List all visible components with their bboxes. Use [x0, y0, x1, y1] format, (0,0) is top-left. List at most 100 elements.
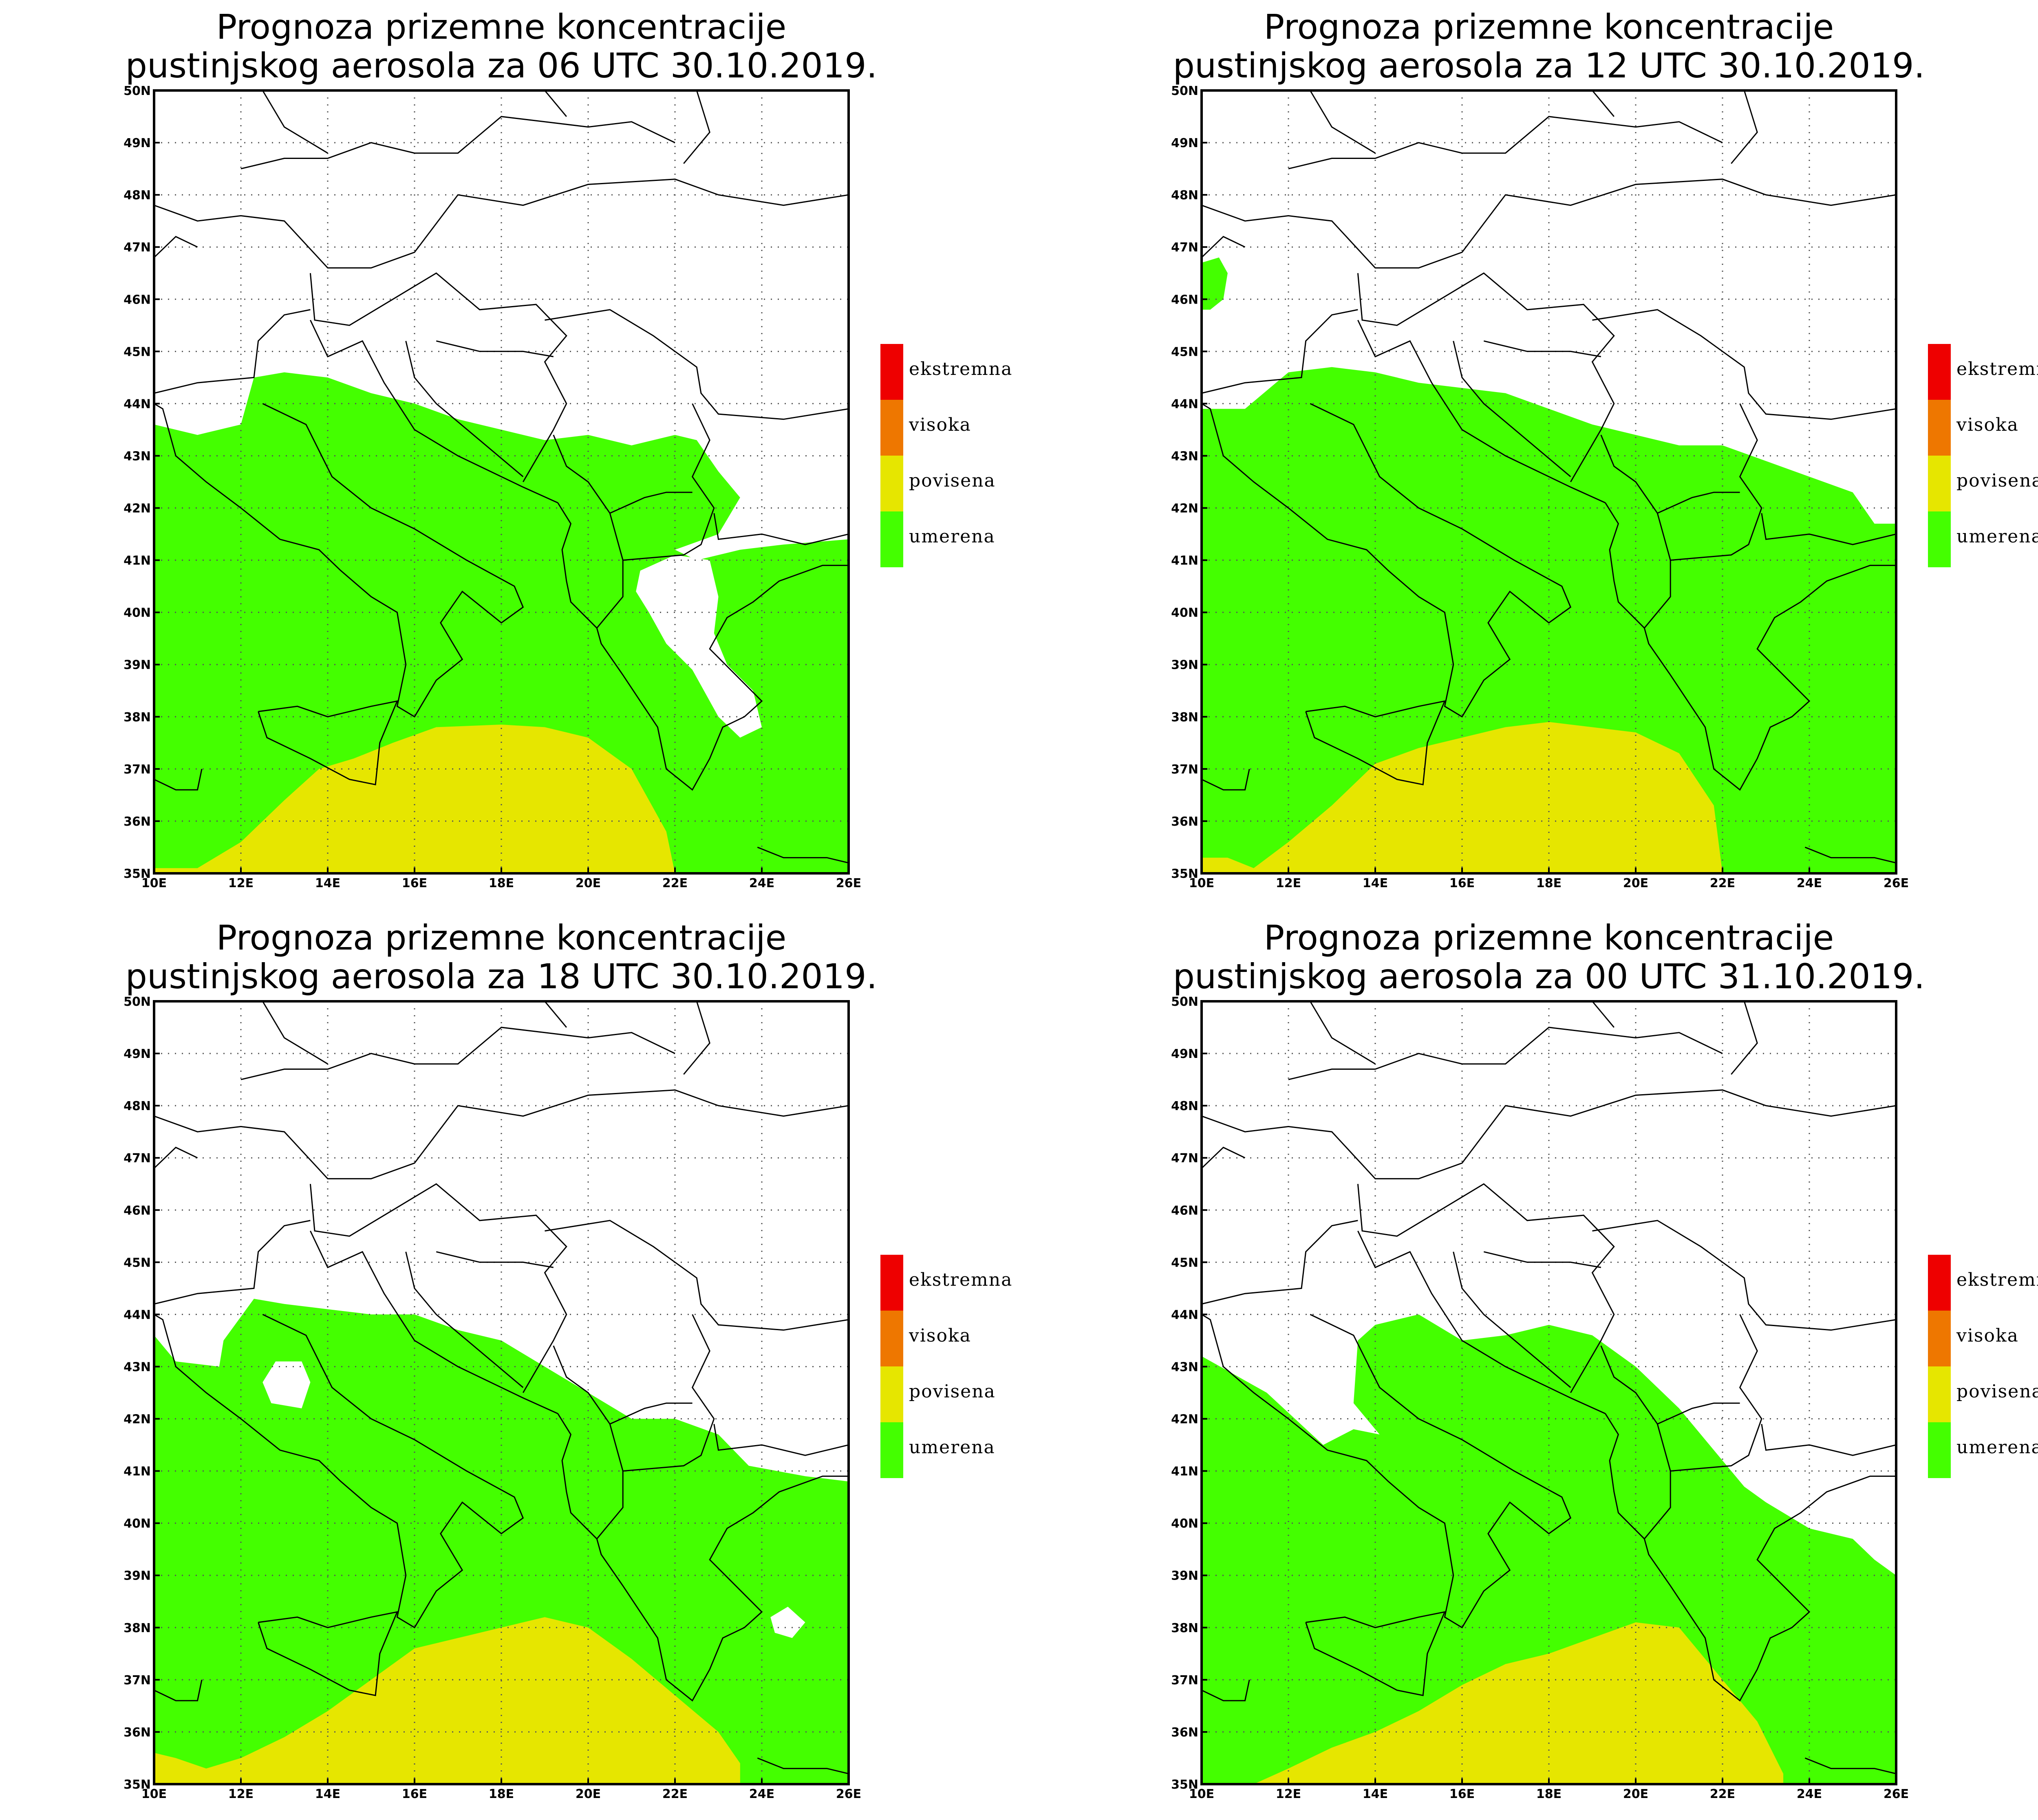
lat-tick-label: 42N: [124, 1412, 151, 1427]
legend-swatch-umerena: [880, 1422, 903, 1478]
lon-tick-label: 10E: [141, 1787, 167, 1801]
legend-swatch-ekstremna: [880, 1255, 903, 1311]
lat-tick-label: 39N: [1171, 658, 1198, 672]
boundary-line: [154, 1220, 311, 1305]
aerosol-zone-povisena: [154, 1617, 740, 1784]
lat-tick-label: 45N: [1171, 345, 1198, 359]
boundary-line: [309, 1183, 567, 1393]
lon-tick-label: 18E: [489, 1787, 514, 1801]
boundary-line: [1761, 513, 1896, 545]
boundary-line: [1202, 309, 1358, 394]
lat-tick-label: 41N: [1171, 554, 1198, 568]
panel-title-line1: Prognoza prizemne koncentracije: [1264, 7, 1834, 47]
lat-tick-label: 36N: [124, 815, 151, 829]
legend-swatch-ekstremna: [880, 344, 903, 400]
legend-swatch-povisena: [1928, 1366, 1951, 1422]
panel-title-line1: Prognoza prizemne koncentracije: [216, 7, 787, 47]
lon-tick-label: 10E: [1189, 1787, 1214, 1801]
panel-1: Prognoza prizemne koncentracije pustinjs…: [1173, 7, 1925, 86]
legend-label: umerena: [909, 526, 995, 547]
boundary-line: [557, 1413, 624, 1540]
legend: ekstremna visoka povisena umerena: [1928, 1255, 2038, 1478]
legend-label: povisena: [909, 470, 996, 491]
legend-swatch-visoka: [880, 400, 903, 456]
boundary-line: [1605, 1413, 1671, 1540]
lat-tick-label: 43N: [124, 1360, 151, 1374]
boundary-line: [544, 90, 567, 117]
lat-tick-label: 37N: [1171, 1673, 1198, 1688]
lat-tick-label: 49N: [124, 136, 151, 150]
lat-tick-label: 46N: [124, 293, 151, 307]
lat-tick-label: 50N: [1171, 84, 1198, 98]
legend-label: ekstremna: [909, 359, 1012, 379]
lat-tick-label: 49N: [124, 1047, 151, 1061]
lat-tick-label: 45N: [124, 1256, 151, 1270]
boundary-line: [1357, 272, 1615, 483]
legend-swatch-povisena: [880, 456, 903, 511]
lat-tick-label: 45N: [124, 345, 151, 359]
lat-tick-label: 35N: [1171, 867, 1198, 881]
lon-tick-label: 14E: [315, 876, 340, 890]
boundary-line: [1804, 846, 1896, 864]
boundary-line: [1643, 564, 1896, 791]
lat-tick-label: 36N: [1171, 1725, 1198, 1740]
boundary-line: [544, 1001, 567, 1028]
boundary-line: [240, 116, 675, 170]
lon-tick-label: 20E: [1623, 1787, 1648, 1801]
boundary-line: [1453, 341, 1571, 477]
boundary-line: [1605, 502, 1671, 629]
lat-tick-label: 39N: [1171, 1569, 1198, 1583]
boundary-line: [1310, 1001, 1376, 1064]
lat-tick-label: 41N: [1171, 1465, 1198, 1479]
boundary-line: [1288, 116, 1723, 170]
boundary-line: [240, 1027, 675, 1080]
panel-title-line1: Prognoza prizemne koncentracije: [216, 918, 787, 958]
lat-tick-label: 48N: [1171, 1099, 1198, 1113]
lon-tick-label: 16E: [402, 1787, 427, 1801]
map-3: 10E 12E 14E 16E 18E 20E 22E 24E 26E 35N 36N 37N 38N 3…: [1171, 995, 2038, 1801]
boundary-line: [1202, 1089, 1896, 1179]
boundary-line: [1592, 1001, 1615, 1028]
map-1: 10E 12E 14E 16E 18E 20E 22E 24E 26E 35N 36N 37N 38N 3…: [1171, 84, 2038, 890]
lat-tick-label: 35N: [124, 1778, 151, 1792]
lon-tick-label: 16E: [402, 876, 427, 890]
boundary-line: [258, 1611, 398, 1697]
lat-tick-label: 46N: [1171, 293, 1198, 307]
boundary-line: [154, 178, 849, 269]
boundary-line: [596, 1475, 849, 1702]
boundary-line: [545, 1220, 849, 1331]
boundary-line: [1202, 1146, 1246, 1169]
lat-tick-label: 46N: [1171, 1203, 1198, 1218]
boundary-line: [1202, 1679, 1250, 1701]
boundary-line: [1600, 1314, 1762, 1472]
boundary-line: [1202, 1220, 1358, 1305]
boundary-line: [436, 1251, 554, 1268]
panel-title-line2: pustinjskog aerosola za 18 UTC 30.10.201…: [126, 956, 878, 996]
lat-tick-label: 35N: [1171, 1778, 1198, 1792]
legend-label: visoka: [1956, 414, 2019, 435]
boundary-line: [1592, 1220, 1896, 1331]
lon-tick-label: 22E: [662, 876, 688, 890]
boundary-line: [1731, 90, 1758, 164]
legend-label: visoka: [1956, 1325, 2019, 1346]
lat-tick-label: 40N: [1171, 1517, 1198, 1531]
legend: ekstremna visoka povisena umerena: [880, 1255, 1012, 1478]
lon-tick-label: 18E: [489, 876, 514, 890]
boundary-line: [1453, 1252, 1571, 1388]
lon-tick-label: 14E: [1363, 1787, 1388, 1801]
legend: ekstremna visoka povisena umerena: [1928, 344, 2038, 567]
boundary-line: [757, 1757, 849, 1774]
legend-swatch-umerena: [1928, 511, 1951, 567]
lon-tick-label: 26E: [1884, 876, 1909, 890]
legend-swatch-visoka: [1928, 400, 1951, 456]
boundary-line: [1357, 1183, 1615, 1393]
lon-tick-label: 12E: [1276, 1787, 1301, 1801]
lat-tick-label: 44N: [1171, 397, 1198, 411]
boundary-line: [1731, 1001, 1758, 1075]
legend-label: povisena: [1956, 1381, 2038, 1402]
lon-tick-label: 14E: [1363, 876, 1388, 890]
boundary-line: [557, 502, 624, 629]
lat-tick-label: 43N: [1171, 449, 1198, 463]
boundary-line: [1202, 178, 1896, 269]
boundary-line: [405, 341, 524, 477]
